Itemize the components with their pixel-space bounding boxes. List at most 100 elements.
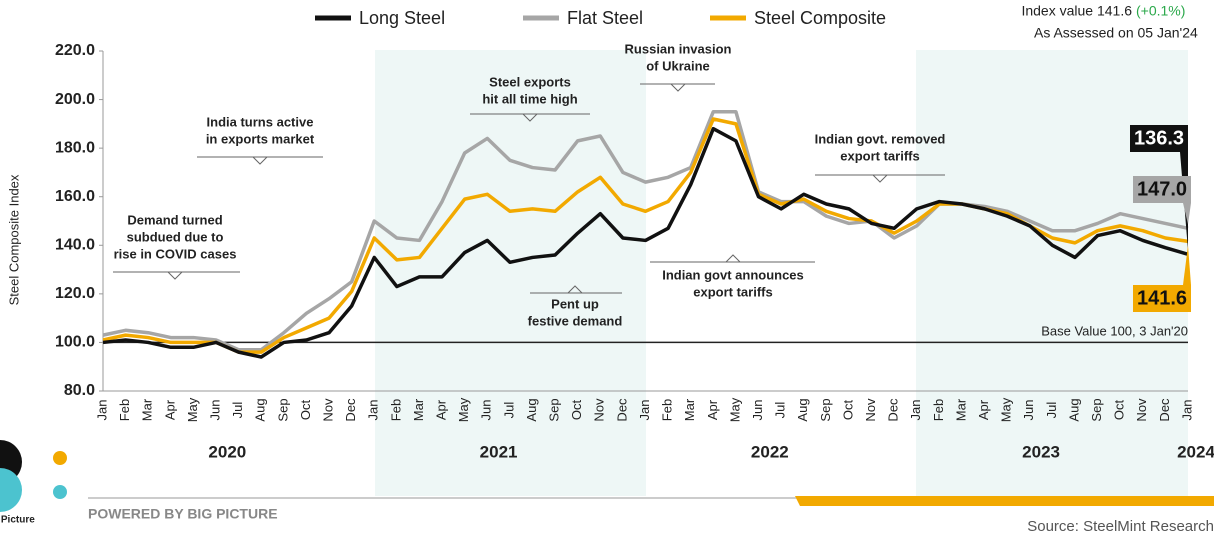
x-tick-label: Nov bbox=[1134, 398, 1149, 422]
annotation: export tariffs bbox=[840, 148, 919, 163]
index-change: (+0.1%) bbox=[1136, 3, 1185, 19]
year-label: 2023 bbox=[1022, 442, 1060, 461]
annotation: rise in COVID cases bbox=[114, 246, 237, 261]
x-tick-label: Apr bbox=[162, 399, 177, 420]
x-tick-label: Feb bbox=[660, 399, 675, 421]
annotation: Pent up bbox=[551, 296, 599, 311]
year-label: 2020 bbox=[208, 442, 246, 461]
x-tick-label: Oct bbox=[1112, 400, 1127, 421]
x-tick-label: Feb bbox=[117, 399, 132, 421]
y-tick-label: 200.0 bbox=[55, 91, 95, 108]
series-line bbox=[102, 126, 1189, 359]
x-tick-label: Dec bbox=[614, 398, 629, 422]
x-tick-label: Nov bbox=[320, 398, 335, 422]
annotation: export tariffs bbox=[693, 284, 772, 299]
legend-label: Steel Composite bbox=[754, 8, 886, 28]
x-tick-label: Jul bbox=[501, 402, 516, 419]
x-tick-label: Jan bbox=[94, 400, 109, 421]
annotation-chevron bbox=[567, 285, 583, 294]
x-tick-label: Jan bbox=[637, 400, 652, 421]
assessed-date: As Assessed on 05 Jan'24 bbox=[1034, 25, 1198, 41]
annotation-chevron bbox=[522, 113, 538, 122]
x-tick-label: Sep bbox=[1089, 398, 1104, 421]
x-tick-label: Apr bbox=[434, 399, 449, 420]
end-label-pointer bbox=[1183, 203, 1191, 225]
annotation-chevron bbox=[252, 156, 268, 165]
source: Source: SteelMint Research bbox=[1027, 518, 1214, 535]
y-tick-label: 80.0 bbox=[64, 382, 95, 399]
end-label: 136.3 bbox=[1134, 127, 1184, 149]
year-label: 2022 bbox=[751, 442, 789, 461]
x-tick-label: Jun bbox=[750, 400, 765, 421]
powered-by: POWERED BY BIG PICTURE bbox=[88, 506, 278, 522]
footer-bar bbox=[795, 496, 1214, 506]
end-label-pointer bbox=[1183, 245, 1191, 285]
x-tick-label: Sep bbox=[275, 398, 290, 421]
x-tick-label: Jul bbox=[1044, 402, 1059, 419]
x-tick-label: May bbox=[999, 397, 1014, 422]
year-label: 2021 bbox=[480, 442, 518, 461]
logo-dot bbox=[53, 485, 67, 499]
x-tick-label: May bbox=[185, 397, 200, 422]
index-note: Index value 141.6 bbox=[1021, 3, 1132, 19]
y-axis-label: Steel Composite Index bbox=[6, 174, 21, 305]
x-tick-label: Mar bbox=[953, 398, 968, 421]
logo-text: Big Picture bbox=[0, 515, 35, 526]
annotation: Indian govt. removed bbox=[815, 131, 946, 146]
x-tick-label: Dec bbox=[343, 398, 358, 422]
annotation: Indian govt announces bbox=[662, 267, 804, 282]
annotation: subdued due to bbox=[127, 229, 224, 244]
x-tick-label: Oct bbox=[298, 400, 313, 421]
x-tick-label: Jan bbox=[366, 400, 381, 421]
x-tick-label: Nov bbox=[592, 398, 607, 422]
x-tick-label: Dec bbox=[886, 398, 901, 422]
x-tick-label: Jun bbox=[1021, 400, 1036, 421]
base-label: Base Value 100, 3 Jan'20 bbox=[1041, 323, 1188, 338]
series-line bbox=[102, 109, 1189, 352]
legend-label: Flat Steel bbox=[567, 8, 643, 28]
shade-2023 bbox=[916, 50, 1188, 496]
x-tick-label: Sep bbox=[547, 398, 562, 421]
x-tick-label: Jul bbox=[773, 402, 788, 419]
end-label-box bbox=[1133, 176, 1191, 203]
x-tick-label: Aug bbox=[253, 398, 268, 421]
annotation-chevron bbox=[725, 254, 741, 263]
year-label: 2024 bbox=[1177, 442, 1214, 461]
y-tick-label: 140.0 bbox=[55, 237, 95, 254]
annotation-chevron bbox=[670, 83, 686, 92]
annotation: Russian invasion bbox=[625, 41, 732, 56]
annotation: festive demand bbox=[528, 313, 623, 328]
end-label-box bbox=[1130, 125, 1188, 152]
x-tick-label: Oct bbox=[569, 400, 584, 421]
x-tick-label: Sep bbox=[818, 398, 833, 421]
annotation-chevron bbox=[167, 271, 183, 280]
logo-dot bbox=[53, 451, 67, 465]
annotation: of Ukraine bbox=[646, 58, 710, 73]
x-tick-label: May bbox=[727, 397, 742, 422]
x-tick-label: Oct bbox=[840, 400, 855, 421]
x-tick-label: May bbox=[456, 397, 471, 422]
x-tick-label: Jul bbox=[230, 402, 245, 419]
x-tick-label: Jan bbox=[1179, 400, 1194, 421]
x-tick-label: Jun bbox=[207, 400, 222, 421]
x-tick-label: Nov bbox=[863, 398, 878, 422]
x-tick-label: Mar bbox=[682, 398, 697, 421]
x-tick-label: Feb bbox=[388, 399, 403, 421]
x-tick-label: Mar bbox=[411, 398, 426, 421]
annotation: hit all time high bbox=[482, 91, 577, 106]
x-tick-label: Mar bbox=[140, 398, 155, 421]
shade-2021 bbox=[375, 50, 646, 496]
end-label: 147.0 bbox=[1137, 178, 1187, 200]
y-tick-label: 120.0 bbox=[55, 285, 95, 302]
y-tick-label: 220.0 bbox=[55, 42, 95, 59]
y-tick-label: 180.0 bbox=[55, 139, 95, 156]
x-tick-label: Dec bbox=[1157, 398, 1172, 422]
x-tick-label: Jun bbox=[479, 400, 494, 421]
annotation: Demand turned bbox=[127, 212, 222, 227]
annotation-chevron bbox=[872, 174, 888, 183]
legend-label: Long Steel bbox=[359, 8, 445, 28]
end-label: 141.6 bbox=[1137, 287, 1187, 309]
x-tick-label: Apr bbox=[976, 399, 991, 420]
x-tick-label: Feb bbox=[931, 399, 946, 421]
